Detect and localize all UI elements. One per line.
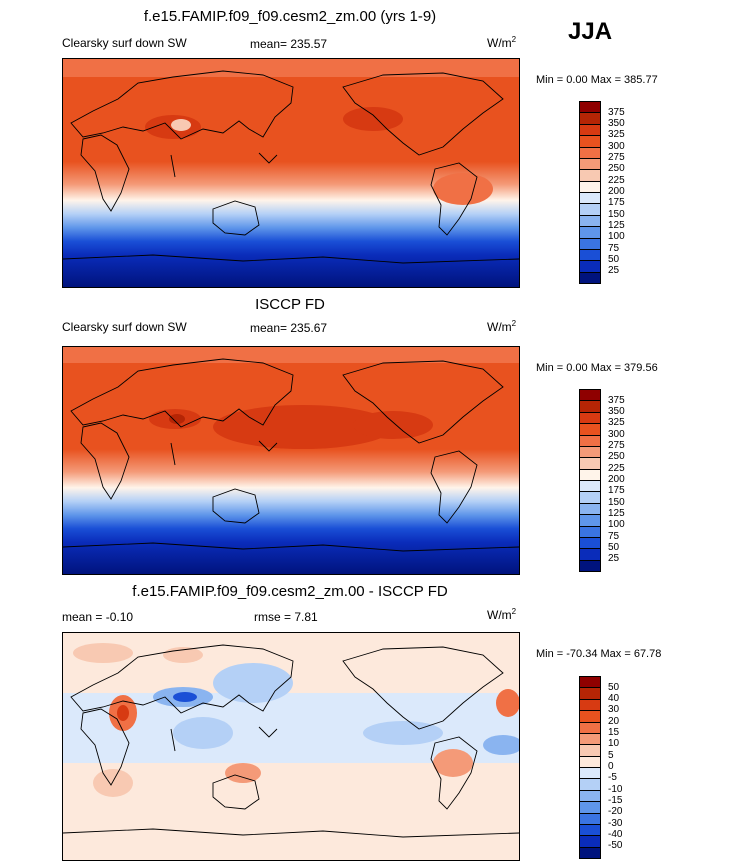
colorbar-tick-label: 25 [608,265,620,276]
colorbar-tick-label: 10 [608,738,620,749]
colorbar-tick-label: 40 [608,693,620,704]
colorbar-tick-label: 325 [608,417,625,428]
colorbar-tick-label: 20 [608,716,620,727]
panel3-rmse-label: rmse = 7.81 [254,610,318,624]
colorbar-tick-label: 375 [608,107,625,118]
panel3-mean-label: mean = -0.10 [62,610,134,624]
panel1-map [62,58,520,288]
colorbar-tick-label: 50 [608,682,620,693]
panel3-map [62,632,520,861]
colorbar-tick-label: 0 [608,761,614,772]
panel3-colorbar [579,676,601,859]
panel2-variable-label: Clearsky surf down SW [62,320,187,334]
panel1-map-svg [63,59,519,287]
colorbar-tick-label: 275 [608,152,625,163]
colorbar-tick-label: 375 [608,395,625,406]
colorbar-tick-label: 300 [608,429,625,440]
panel3-minmax: Min = -70.34 Max = 67.78 [536,648,662,660]
colorbar-tick-label: 225 [608,175,625,186]
panel1-mean-label: mean= 235.57 [250,37,328,51]
colorbar-tick-label: 200 [608,474,625,485]
panel1-title: f.e15.FAMIP.f09_f09.cesm2_zm.00 (yrs 1-9… [143,8,437,25]
panel1-variable-label: Clearsky surf down SW [62,36,187,50]
colorbar-tick-label: 175 [608,485,625,496]
colorbar-tick-label: -30 [608,818,623,829]
colorbar-tick-label: 300 [608,141,625,152]
panel2-map [62,346,520,575]
colorbar-tick-label: 25 [608,553,620,564]
colorbar-tick-label: 175 [608,197,625,208]
colorbar-tick-label: 150 [608,209,625,220]
colorbar-tick-label: 350 [608,118,625,129]
panel2-mean-label: mean= 235.67 [250,321,328,335]
colorbar-tick-label: 150 [608,497,625,508]
colorbar-tick-label: 250 [608,451,625,462]
colorbar-tick-label: 75 [608,531,620,542]
colorbar-tick-label: 250 [608,163,625,174]
colorbar-tick-label: 15 [608,727,620,738]
colorbar-tick-label: 125 [608,220,625,231]
colorbar-tick-label: 125 [608,508,625,519]
colorbar-tick-label: -20 [608,806,623,817]
colorbar-tick-label: -5 [608,772,617,783]
colorbar-tick-label: 75 [608,243,620,254]
panel2-colorbar [579,389,601,572]
panel1-colorbar [579,101,601,284]
panel2-map-svg [63,347,519,574]
colorbar-tick-label: -50 [608,840,623,851]
colorbar-tick-label: 225 [608,463,625,474]
panel3-units: W/m2 [487,607,517,622]
colorbar-tick-label: -40 [608,829,623,840]
panel3-title: f.e15.FAMIP.f09_f09.cesm2_zm.00 - ISCCP … [132,583,448,600]
panel2-units: W/m2 [487,319,517,334]
panel2-title: ISCCP FD [255,296,325,313]
colorbar-tick-label: 325 [608,129,625,140]
panel1-units: W/m2 [487,35,517,50]
colorbar-tick-label: 30 [608,704,620,715]
colorbar-tick-label: 100 [608,231,625,242]
colorbar-tick-label: 50 [608,542,620,553]
colorbar-tick-label: 275 [608,440,625,451]
colorbar-tick-label: 350 [608,406,625,417]
colorbar-tick-label: 200 [608,186,625,197]
colorbar-tick-label: -15 [608,795,623,806]
panel2-minmax: Min = 0.00 Max = 379.56 [536,362,658,374]
colorbar-tick-label: 5 [608,750,614,761]
colorbar-tick-label: 50 [608,254,620,265]
panel1-minmax: Min = 0.00 Max = 385.77 [536,74,658,86]
colorbar-tick-label: -10 [608,784,623,795]
colorbar-tick-label: 100 [608,519,625,530]
season-label: JJA [568,18,613,45]
panel3-map-svg [63,633,519,860]
